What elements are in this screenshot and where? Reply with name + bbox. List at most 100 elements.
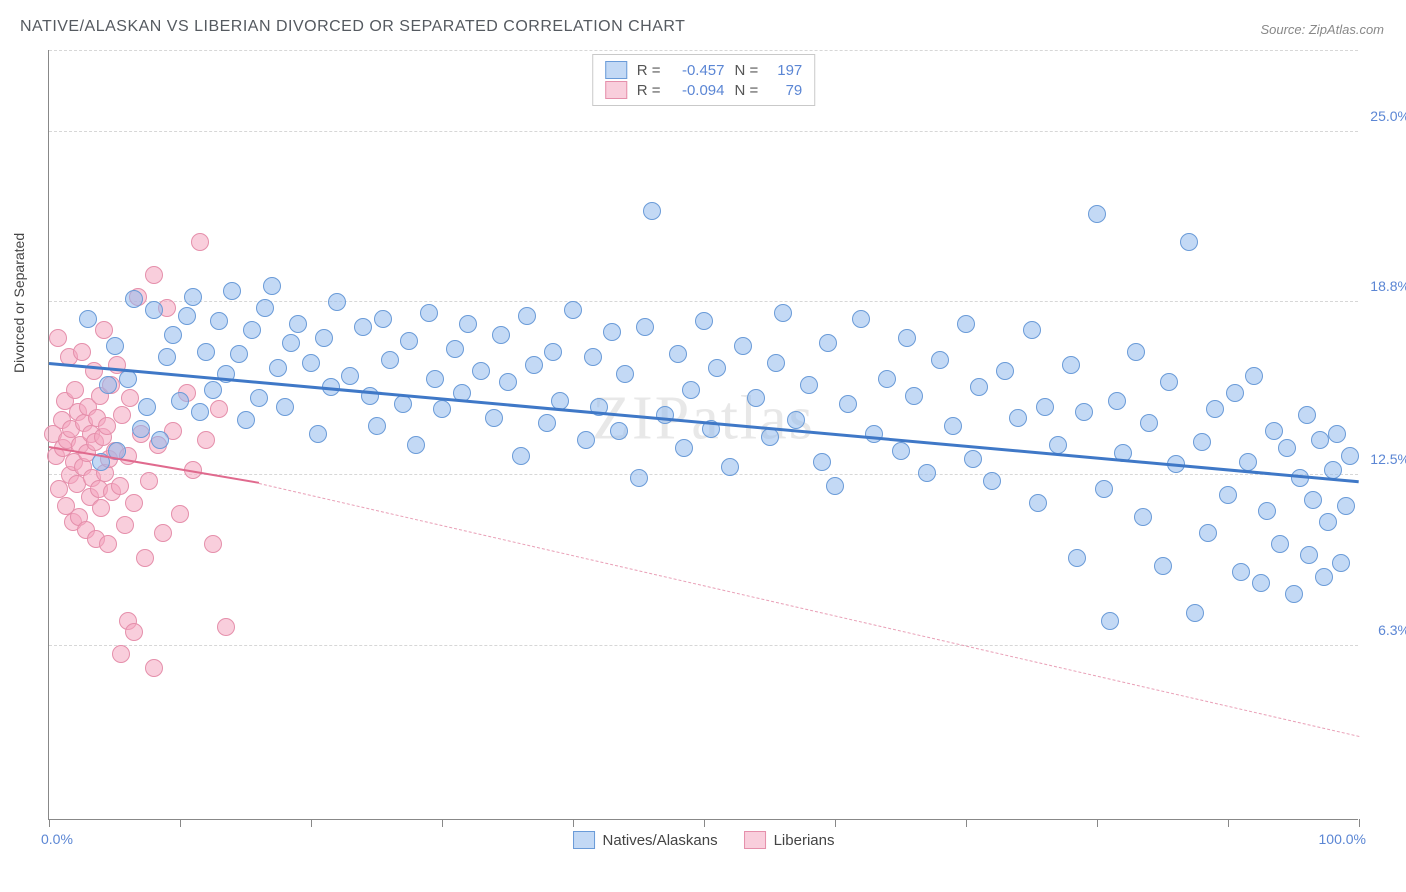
data-point xyxy=(250,389,268,407)
data-point xyxy=(905,387,923,405)
data-point xyxy=(178,307,196,325)
data-point xyxy=(197,431,215,449)
data-point xyxy=(191,403,209,421)
data-point xyxy=(164,326,182,344)
data-point xyxy=(512,447,530,465)
data-point xyxy=(616,365,634,383)
data-point xyxy=(538,414,556,432)
data-point xyxy=(1265,422,1283,440)
source-label: Source: ZipAtlas.com xyxy=(1260,22,1384,37)
data-point xyxy=(79,310,97,328)
data-point xyxy=(525,356,543,374)
data-point xyxy=(1154,557,1172,575)
data-point xyxy=(1298,406,1316,424)
data-point xyxy=(1304,491,1322,509)
data-point xyxy=(1278,439,1296,457)
data-point xyxy=(361,387,379,405)
gridline xyxy=(49,474,1358,475)
data-point xyxy=(813,453,831,471)
x-tick xyxy=(49,819,50,827)
data-point xyxy=(931,351,949,369)
n-value-0: 197 xyxy=(766,62,802,79)
x-label-max: 100.0% xyxy=(1319,831,1366,847)
data-point xyxy=(95,321,113,339)
data-point xyxy=(269,359,287,377)
n-value-1: 79 xyxy=(766,82,802,99)
data-point xyxy=(106,337,124,355)
data-point xyxy=(400,332,418,350)
data-point xyxy=(957,315,975,333)
gridline xyxy=(49,301,1358,302)
data-point xyxy=(125,494,143,512)
data-point xyxy=(865,425,883,443)
data-point xyxy=(747,389,765,407)
data-point xyxy=(289,315,307,333)
data-point xyxy=(839,395,857,413)
data-point xyxy=(643,202,661,220)
data-point xyxy=(66,381,84,399)
data-point xyxy=(898,329,916,347)
legend-swatch-0 xyxy=(573,831,595,849)
data-point xyxy=(136,549,154,567)
y-tick-label: 25.0% xyxy=(1370,108,1406,124)
bottom-legend: Natives/Alaskans Liberians xyxy=(573,831,835,849)
swatch-series-0 xyxy=(605,61,627,79)
r-label: R = xyxy=(637,82,661,99)
data-point xyxy=(787,411,805,429)
data-point xyxy=(210,312,228,330)
data-point xyxy=(125,623,143,641)
r-value-0: -0.457 xyxy=(669,62,725,79)
data-point xyxy=(1337,497,1355,515)
data-point xyxy=(564,301,582,319)
y-axis-title: Divorced or Separated xyxy=(11,232,27,372)
data-point xyxy=(577,431,595,449)
data-point xyxy=(1232,563,1250,581)
data-point xyxy=(145,266,163,284)
data-point xyxy=(669,345,687,363)
data-point xyxy=(1009,409,1027,427)
data-point xyxy=(695,312,713,330)
data-point xyxy=(492,326,510,344)
x-tick xyxy=(1228,819,1229,827)
data-point xyxy=(138,398,156,416)
data-point xyxy=(140,472,158,490)
data-point xyxy=(1068,549,1086,567)
data-point xyxy=(800,376,818,394)
data-point xyxy=(675,439,693,457)
r-value-1: -0.094 xyxy=(669,82,725,99)
data-point xyxy=(154,524,172,542)
x-tick xyxy=(1097,819,1098,827)
data-point xyxy=(99,376,117,394)
data-point xyxy=(1199,524,1217,542)
data-point xyxy=(1328,425,1346,443)
data-point xyxy=(210,400,228,418)
data-point xyxy=(132,420,150,438)
data-point xyxy=(996,362,1014,380)
data-point xyxy=(433,400,451,418)
stats-row-0: R = -0.457 N = 197 xyxy=(605,61,803,79)
data-point xyxy=(983,472,1001,490)
y-tick-label: 18.8% xyxy=(1370,278,1406,294)
data-point xyxy=(341,367,359,385)
swatch-series-1 xyxy=(605,81,627,99)
data-point xyxy=(1075,403,1093,421)
data-point xyxy=(407,436,425,454)
data-point xyxy=(145,659,163,677)
x-tick xyxy=(1359,819,1360,827)
data-point xyxy=(1108,392,1126,410)
data-point xyxy=(184,288,202,306)
gridline xyxy=(49,50,1358,51)
data-point xyxy=(485,409,503,427)
data-point xyxy=(282,334,300,352)
data-point xyxy=(276,398,294,416)
data-point xyxy=(1088,205,1106,223)
data-point xyxy=(472,362,490,380)
data-point xyxy=(1049,436,1067,454)
x-tick xyxy=(311,819,312,827)
data-point xyxy=(191,233,209,251)
data-point xyxy=(584,348,602,366)
data-point xyxy=(734,337,752,355)
plot-area: Divorced or Separated ZIPatlas R = -0.45… xyxy=(48,50,1358,820)
data-point xyxy=(1239,453,1257,471)
data-point xyxy=(630,469,648,487)
